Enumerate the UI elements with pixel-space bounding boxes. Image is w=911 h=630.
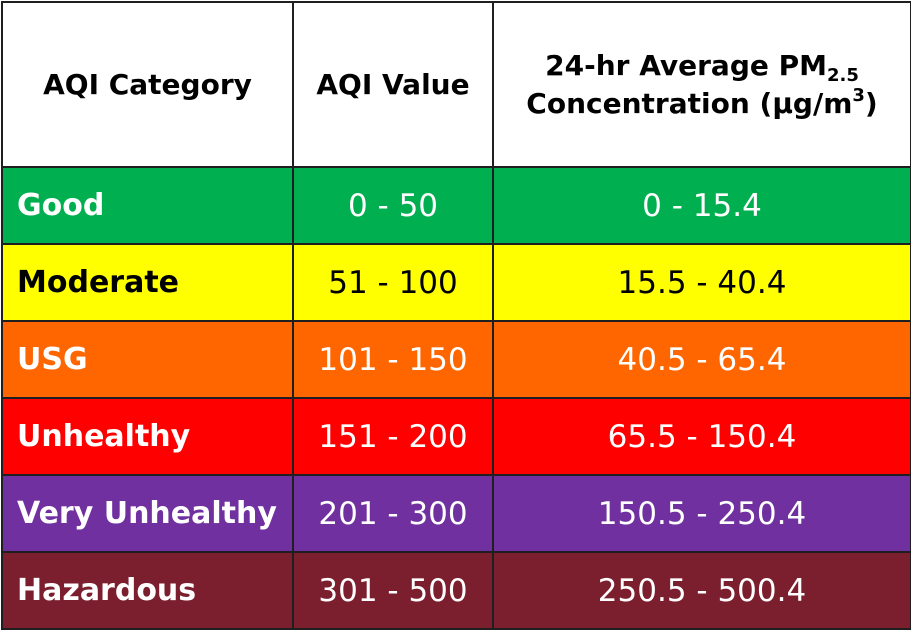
pm-concentration-cell: 40.5 - 65.4 bbox=[492, 320, 911, 399]
header-aqi-category: AQI Category bbox=[1, 1, 294, 168]
table-row-moderate: Moderate 51 - 100 15.5 - 40.4 bbox=[1, 243, 911, 322]
header-pm-superscript: 3 bbox=[852, 84, 865, 106]
aqi-value-cell: 301 - 500 bbox=[292, 551, 494, 630]
table-row-hazardous: Hazardous 301 - 500 250.5 - 500.4 bbox=[1, 551, 911, 630]
table-row-very-unhealthy: Very Unhealthy 201 - 300 150.5 - 250.4 bbox=[1, 474, 911, 553]
category-cell: USG bbox=[1, 320, 294, 399]
header-pm-line2: Concentration (μg/m bbox=[526, 86, 853, 120]
aqi-value-cell: 101 - 150 bbox=[292, 320, 494, 399]
category-cell: Good bbox=[1, 166, 294, 245]
aqi-value-cell: 51 - 100 bbox=[292, 243, 494, 322]
table-header-row: AQI Category AQI Value 24-hr Average PM2… bbox=[1, 1, 911, 168]
pm-concentration-cell: 0 - 15.4 bbox=[492, 166, 911, 245]
table-row-usg: USG 101 - 150 40.5 - 65.4 bbox=[1, 320, 911, 399]
category-cell: Unhealthy bbox=[1, 397, 294, 476]
header-aqi-value: AQI Value bbox=[292, 1, 494, 168]
header-pm-line2-close: ) bbox=[864, 86, 878, 120]
aqi-value-cell: 151 - 200 bbox=[292, 397, 494, 476]
pm-concentration-cell: 150.5 - 250.4 bbox=[492, 474, 911, 553]
pm-concentration-cell: 250.5 - 500.4 bbox=[492, 551, 911, 630]
category-cell: Very Unhealthy bbox=[1, 474, 294, 553]
header-pm-concentration: 24-hr Average PM2.5 Concentration (μg/m3… bbox=[492, 1, 911, 168]
pm-concentration-cell: 65.5 - 150.4 bbox=[492, 397, 911, 476]
category-cell: Hazardous bbox=[1, 551, 294, 630]
header-pm-subscript: 2.5 bbox=[826, 64, 859, 86]
table-row-good: Good 0 - 50 0 - 15.4 bbox=[1, 166, 911, 245]
header-pm-line1: 24-hr Average PM bbox=[545, 48, 827, 82]
aqi-value-cell: 0 - 50 bbox=[292, 166, 494, 245]
aqi-value-cell: 201 - 300 bbox=[292, 474, 494, 553]
category-cell: Moderate bbox=[1, 243, 294, 322]
table-row-unhealthy: Unhealthy 151 - 200 65.5 - 150.4 bbox=[1, 397, 911, 476]
pm-concentration-cell: 15.5 - 40.4 bbox=[492, 243, 911, 322]
